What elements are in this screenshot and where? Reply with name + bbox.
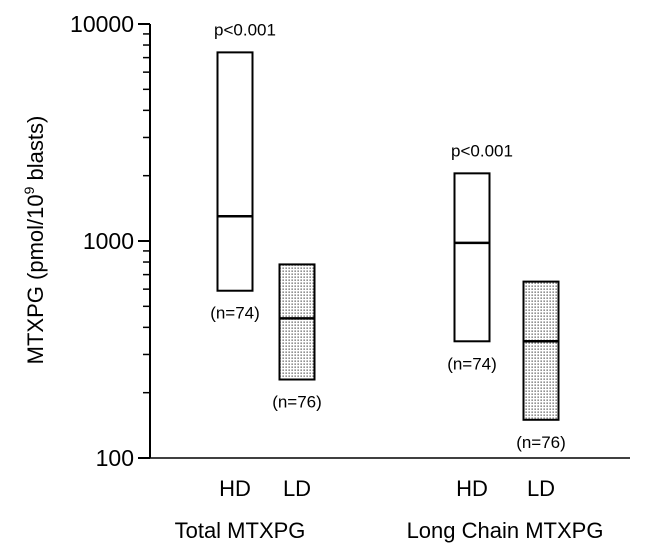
y-tick-label: 1000 [83,228,134,254]
box-hd [216,51,254,292]
y-tick-label: 100 [96,445,134,471]
category-label: HD [456,476,488,501]
box-ld [278,263,316,381]
y-axis-label: MTXPG (pmol/109 blasts) [21,116,48,365]
group-label: Total MTXPG [175,518,306,543]
group-2: (n=74) HD (n=76) LD p<0.001 Long Chain MTXPG [407,141,604,543]
box-hd [453,172,491,343]
group-label: Long Chain MTXPG [407,518,604,543]
n-label: (n=76) [516,433,566,452]
p-value-label: p<0.001 [451,141,513,160]
category-label: HD [219,476,251,501]
category-label: LD [527,476,555,501]
box-ld [522,280,560,421]
y-tick-label: 10000 [70,11,134,37]
n-label: (n=74) [447,354,497,373]
y-ticks: 100 1000 10000 [70,11,150,471]
n-label: (n=76) [272,393,322,412]
group-1: (n=74) HD (n=76) LD p<0.001 Total MTXPG [175,20,322,543]
n-label: (n=74) [210,304,260,323]
category-label: LD [283,476,311,501]
p-value-label: p<0.001 [214,20,276,39]
